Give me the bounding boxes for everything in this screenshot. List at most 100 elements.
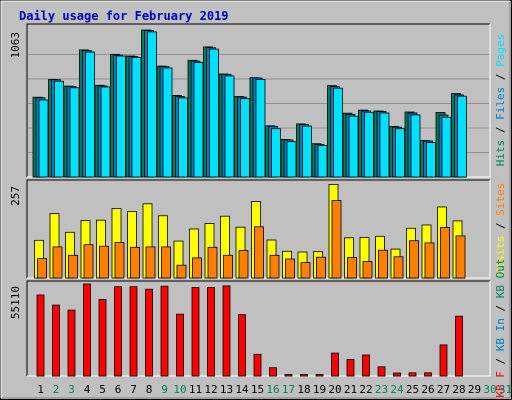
bar-pages-day-27: [441, 116, 452, 178]
bar-sites-day-13: [223, 254, 233, 279]
bar-kbf-day-20: [331, 352, 339, 377]
bar-sites-day-2: [52, 246, 63, 279]
bar-pages-day-1: [38, 99, 49, 178]
x-tick-label: 11: [189, 383, 202, 396]
bar-kbf-day-14: [238, 314, 246, 377]
x-tick-label: 30: [483, 383, 496, 396]
legend-separator: /: [494, 120, 507, 140]
bar-kbf-day-3: [67, 309, 76, 377]
bar-pages-day-9: [162, 67, 173, 178]
bar-sites-day-12: [207, 246, 218, 279]
bar-pages-day-13: [224, 75, 235, 178]
x-tick-label: 29: [468, 383, 481, 396]
x-tick-label: 26: [421, 383, 434, 396]
bar-kbf-day-13: [222, 285, 231, 377]
bar-pages-day-20: [333, 87, 343, 178]
bar-kbf-day-17: [284, 374, 293, 377]
bar-pages-day-17: [286, 141, 297, 178]
bar-kbf-day-7: [129, 286, 138, 377]
bar-sites-day-23: [378, 249, 388, 279]
x-tick-label: 25: [406, 383, 419, 396]
x-tick-label: 7: [130, 383, 137, 396]
bar-kbf-day-2: [52, 304, 60, 377]
bar-sites-day-1: [37, 258, 47, 279]
x-tick-label: 13: [220, 383, 233, 396]
bar-pages-day-2: [54, 80, 64, 178]
bar-sites-day-24: [393, 256, 404, 279]
x-tick-label: 16: [266, 383, 279, 396]
bar-kbf-day-21: [346, 359, 355, 377]
panel-border-dark: [26, 179, 490, 278]
bar-pages-day-25: [410, 114, 421, 178]
x-tick-label: 27: [437, 383, 450, 396]
bar-pages-day-6: [116, 55, 126, 178]
x-axis-day-labels: 1 2 3 4 5 6 7 8 9 10 11 12 13 14 15 16 17 18 19 20 21 22 23 24 2…: [37, 383, 512, 396]
bar-pages-day-18: [302, 125, 312, 178]
legend-kb-in: KB In: [494, 318, 507, 351]
panel-legend: Hits / Files / Pages: [494, 34, 507, 167]
bar-sites-day-14: [238, 250, 249, 279]
bar-sites-day-17: [285, 258, 295, 279]
bar-pages-day-26: [426, 142, 436, 178]
x-tick-label: 9: [161, 383, 168, 396]
x-tick-label: 18: [297, 383, 310, 396]
x-tick-label: 10: [173, 383, 186, 396]
bar-pages-day-8: [147, 31, 157, 178]
legend-kb-out: KB Out: [494, 258, 507, 298]
legend-visits: Visits: [494, 236, 507, 276]
bar-kbf-day-9: [160, 285, 169, 377]
bar-kbf-day-24: [393, 372, 401, 377]
x-tick-label: 5: [99, 383, 106, 396]
bar-pages-day-5: [100, 86, 111, 178]
x-tick-label: 8: [146, 383, 153, 396]
bar-sites-day-15: [254, 226, 264, 279]
panel-border-dark: [26, 280, 490, 376]
bar-sites-day-5: [99, 245, 109, 279]
bar-pages-day-4: [85, 51, 95, 178]
panel-legend: Visits / Sites: [494, 183, 507, 276]
bar-pages-day-11: [193, 62, 204, 178]
bar-kbf-day-11: [191, 287, 200, 377]
legend-hits: Hits: [494, 140, 507, 167]
bar-sites-day-8: [145, 246, 156, 279]
legend-files: Files: [494, 87, 507, 120]
series-kbf: [36, 283, 463, 377]
bar-sites-day-20: [331, 200, 342, 279]
bar-sites-day-11: [192, 257, 202, 279]
x-tick-label: 15: [251, 383, 264, 396]
bar-kbf-day-4: [83, 283, 91, 377]
x-tick-label: 20: [328, 383, 341, 396]
bar-pages-day-23: [379, 112, 390, 178]
bar-sites-day-25: [409, 240, 419, 279]
bar-pages-day-12: [209, 48, 219, 178]
bar-pages-day-21: [348, 115, 359, 178]
bar-sites-day-6: [114, 242, 125, 279]
bar-kbf-day-8: [145, 288, 153, 377]
bar-sites-day-26: [424, 242, 435, 279]
bar-pages-day-7: [131, 57, 142, 178]
chart-title: Daily usage for February 2019: [19, 9, 229, 23]
bar-sites-day-16: [269, 254, 280, 279]
bar-kbf-day-25: [408, 372, 417, 377]
panel-middle: 257 Visits / Sites: [9, 179, 507, 279]
bar-kbf-day-5: [98, 299, 107, 377]
x-tick-label: 1: [37, 383, 44, 396]
bar-pages-day-3: [69, 87, 80, 178]
bar-pages-day-24: [395, 128, 405, 178]
bar-sites-day-22: [362, 261, 373, 279]
x-tick-label: 28: [452, 383, 465, 396]
bar-sites-day-18: [300, 262, 311, 279]
bar-kbf-day-27: [439, 344, 448, 377]
x-tick-label: 21: [344, 383, 357, 396]
x-tick-label: 4: [84, 383, 91, 396]
bar-kbf-day-12: [207, 287, 215, 377]
series-pages: [38, 31, 467, 178]
legend-separator: /: [494, 67, 507, 87]
panel-max-label: 55110: [9, 286, 22, 319]
bar-pages-day-28: [457, 95, 467, 178]
panel-max-label: 257: [9, 186, 22, 206]
bar-kbf-day-28: [455, 315, 463, 377]
legend-separator: /: [494, 216, 507, 236]
bar-kbf-day-6: [114, 286, 122, 377]
